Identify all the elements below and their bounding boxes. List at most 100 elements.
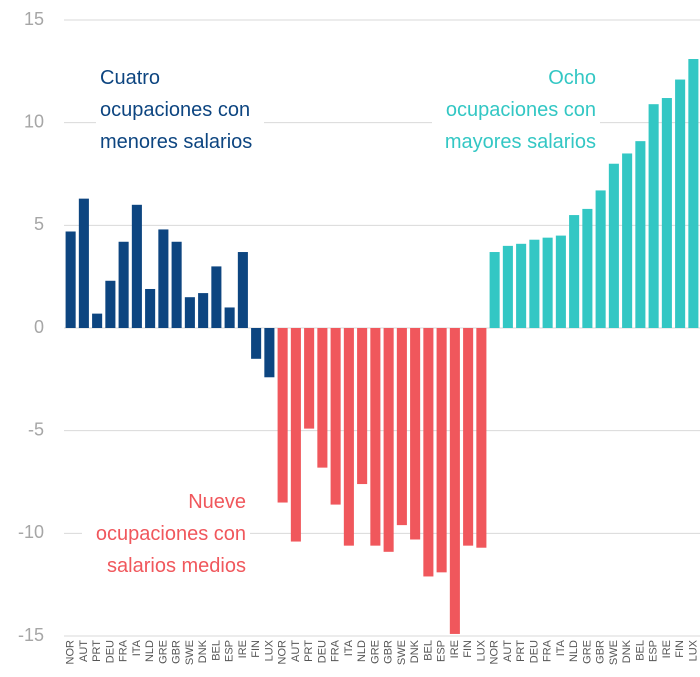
bar (105, 280, 116, 328)
x-tick-label: DEU (528, 640, 540, 663)
bar (158, 229, 169, 328)
y-tick-label: 5 (34, 214, 44, 234)
x-tick-label: LUX (263, 639, 275, 661)
bar (595, 190, 606, 328)
bar (436, 328, 447, 573)
x-tick-label: PRT (91, 640, 103, 662)
bar (131, 204, 142, 328)
x-tick-label: DNK (409, 639, 421, 663)
bar (92, 313, 103, 328)
series-annotation: Cuatro ocupaciones con menores salarios (96, 62, 264, 158)
bar (410, 328, 421, 540)
bar (184, 297, 195, 328)
x-tick-label: BEL (210, 640, 222, 661)
bar (211, 266, 222, 328)
x-tick-label: PRT (303, 640, 315, 662)
x-tick-label: GBR (595, 640, 607, 664)
series-annotation: Ocho ocupaciones con mayores salarios (432, 62, 600, 158)
x-tick-label: GBR (383, 640, 395, 664)
bar (502, 245, 513, 328)
bar (145, 288, 156, 328)
x-tick-label: DEU (316, 640, 328, 663)
bar (224, 307, 235, 328)
bar (357, 328, 368, 485)
y-tick-label: 10 (24, 111, 44, 131)
bar (118, 241, 129, 328)
x-tick-label: PRT (515, 640, 527, 662)
x-tick-label: LUX (475, 639, 487, 661)
x-tick-label: NLD (144, 640, 156, 662)
bar (317, 328, 328, 468)
x-tick-label: NOR (489, 640, 501, 665)
bar (569, 215, 580, 328)
x-tick-label: NOR (277, 640, 289, 665)
bar (476, 328, 487, 548)
bar (529, 239, 540, 328)
bar (489, 252, 500, 328)
y-tick-label: 0 (34, 317, 44, 337)
x-tick-label: BEL (422, 640, 434, 661)
bar (383, 328, 394, 552)
bar (277, 328, 288, 503)
bar (290, 328, 301, 542)
bar (648, 104, 659, 328)
x-tick-label: BEL (634, 640, 646, 661)
y-tick-label: -15 (18, 625, 44, 645)
x-tick-label: SWE (608, 640, 620, 665)
x-tick-label: AUT (78, 640, 90, 662)
bar (423, 328, 434, 577)
bar (608, 163, 619, 328)
x-tick-label: ITA (343, 639, 355, 656)
x-tick-label: FRA (330, 639, 342, 662)
x-tick-label: NLD (356, 640, 368, 662)
x-tick-label: ESP (436, 640, 448, 662)
x-tick-label: AUT (502, 640, 514, 662)
x-tick-label: GRE (581, 640, 593, 664)
x-tick-label: GRE (369, 640, 381, 664)
bar (343, 328, 354, 546)
bar (688, 59, 699, 328)
x-tick-label: NOR (65, 640, 77, 665)
x-tick-label: FIN (462, 640, 474, 658)
bar (65, 231, 76, 328)
bar (463, 328, 474, 546)
bar (555, 235, 566, 328)
x-tick-label: DNK (621, 639, 633, 663)
x-tick-label: IRE (449, 640, 461, 658)
x-tick-label: SWE (184, 640, 196, 665)
x-tick-label: ESP (648, 640, 660, 662)
y-tick-label: 15 (24, 9, 44, 29)
bar (449, 328, 460, 634)
x-tick-label: DEU (104, 640, 116, 663)
x-tick-label: GBR (171, 640, 183, 664)
bar (370, 328, 381, 546)
y-tick-label: -10 (18, 522, 44, 542)
bar (661, 98, 672, 328)
bar (396, 328, 407, 526)
bar (251, 328, 262, 359)
x-tick-label: GRE (157, 640, 169, 664)
bar (622, 153, 633, 328)
x-tick-label: ESP (224, 640, 236, 662)
bar (264, 328, 275, 378)
x-tick-label: FIN (250, 640, 262, 658)
x-tick-label: DNK (197, 639, 209, 663)
x-tick-label: FRA (118, 639, 130, 662)
series-annotation: Nueve ocupaciones con salarios medios (82, 486, 250, 582)
x-tick-label: ITA (131, 639, 143, 656)
x-tick-label: NLD (568, 640, 580, 662)
bar (582, 208, 593, 328)
bar (542, 237, 553, 328)
x-tick-label: IRE (661, 640, 673, 658)
x-tick-label: SWE (396, 640, 408, 665)
bar (304, 328, 315, 429)
bar (330, 328, 341, 505)
bar (237, 252, 248, 328)
bar (675, 79, 686, 329)
bar (516, 243, 527, 328)
y-tick-label: -5 (28, 419, 44, 439)
x-tick-label: LUX (687, 639, 699, 661)
bar (78, 198, 89, 328)
x-tick-label: ITA (555, 639, 567, 656)
